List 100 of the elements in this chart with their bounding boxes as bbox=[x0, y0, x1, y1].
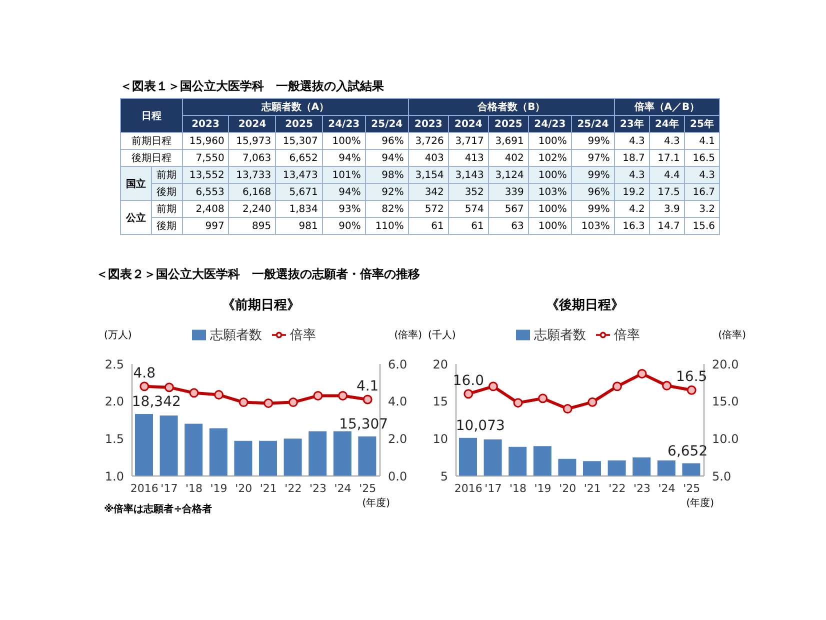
text: 94% bbox=[382, 152, 404, 164]
text: 18.7 bbox=[622, 152, 645, 164]
text: 4.3 bbox=[699, 170, 715, 180]
text: 92% bbox=[382, 186, 404, 198]
x-tick-label: '25 bbox=[359, 482, 376, 495]
text: 3,726 bbox=[415, 136, 444, 146]
category-label: 後期日程 bbox=[131, 153, 172, 164]
text: 国立 bbox=[120, 166, 152, 200]
text: 17.1 bbox=[658, 152, 680, 164]
text: 4.3 bbox=[629, 170, 645, 180]
text: 16.7 bbox=[692, 186, 715, 198]
x-tick-label: '17 bbox=[484, 482, 502, 495]
x-axis-title: (年度) bbox=[686, 496, 714, 510]
x-tick-label: '24 bbox=[334, 482, 352, 495]
text: 102% bbox=[538, 152, 567, 164]
y2-tick-label: 5.0 bbox=[712, 469, 732, 484]
x-tick-label: '18 bbox=[185, 482, 203, 495]
text: 110% bbox=[375, 220, 404, 232]
y2-tick-label: 10.0 bbox=[712, 432, 739, 446]
x-tick-label: '19 bbox=[210, 482, 228, 495]
data-label: 16.5 bbox=[676, 369, 708, 386]
point bbox=[338, 390, 348, 400]
text: 15.6 bbox=[692, 220, 715, 232]
x-tick-label: '24 bbox=[658, 482, 676, 495]
x-tick-label: '25 bbox=[683, 482, 700, 495]
x-tick-label: '17 bbox=[160, 482, 178, 495]
category-label: 前期日程 bbox=[131, 136, 172, 147]
x-tick-label: '23 bbox=[633, 482, 651, 495]
point bbox=[214, 390, 224, 400]
category-label: 25年 bbox=[684, 116, 720, 132]
point bbox=[189, 388, 199, 398]
point bbox=[264, 398, 274, 408]
y-tick-label: 1.0 bbox=[104, 469, 124, 484]
text: 90% bbox=[338, 220, 361, 232]
category-label: 24年 bbox=[649, 116, 684, 132]
text: 99% bbox=[588, 170, 610, 180]
text: 342 bbox=[424, 186, 444, 198]
text: 99% bbox=[588, 136, 610, 146]
category-label: 前期 bbox=[156, 170, 177, 181]
category-label: 2025 bbox=[488, 116, 528, 132]
point bbox=[686, 385, 696, 395]
text: 567 bbox=[504, 204, 524, 214]
point bbox=[662, 380, 672, 390]
text: ＜図表１＞国公立大医学科 一般選抜の入試結果 bbox=[120, 78, 385, 95]
text: 100% bbox=[538, 136, 567, 146]
y-tick-label: 2.0 bbox=[104, 394, 124, 409]
text: 82% bbox=[382, 204, 404, 214]
y2-axis-title: (倍率) bbox=[718, 328, 746, 342]
text: 3,154 bbox=[415, 170, 444, 180]
text: 14.7 bbox=[658, 220, 680, 232]
text: 96% bbox=[382, 136, 404, 146]
point bbox=[538, 394, 548, 404]
text: 4.2 bbox=[629, 204, 645, 214]
data-label: 4.8 bbox=[133, 365, 156, 382]
text: 合格者数（B） bbox=[408, 98, 614, 116]
x-axis-title: (年度) bbox=[362, 496, 390, 510]
text: 6,168 bbox=[242, 186, 272, 198]
text: 3,124 bbox=[495, 170, 524, 180]
point bbox=[313, 390, 323, 400]
text: 981 bbox=[298, 220, 318, 232]
text: 4.3 bbox=[629, 136, 645, 146]
text: 4.3 bbox=[664, 136, 680, 146]
text: 6,652 bbox=[289, 152, 318, 164]
x-tick-label: '21 bbox=[260, 482, 277, 495]
y2-axis-title: (倍率) bbox=[394, 328, 422, 342]
text: 63 bbox=[511, 220, 524, 232]
x-tick-label: 2016 bbox=[130, 482, 158, 495]
point bbox=[362, 394, 372, 404]
x-tick-label: '22 bbox=[608, 482, 626, 495]
text: 99% bbox=[588, 204, 610, 214]
text: 6,553 bbox=[196, 186, 224, 198]
text: 17.5 bbox=[658, 186, 680, 198]
point bbox=[513, 398, 523, 408]
chart-title: 《後期日程》 bbox=[546, 298, 624, 313]
y2-tick-label: 15.0 bbox=[712, 394, 739, 409]
chart-subtitle: ＜図表２＞国公立大医学科 一般選抜の志願者・倍率の推移 bbox=[96, 267, 420, 281]
category-label: 23年 bbox=[614, 116, 650, 132]
data-label: 16.0 bbox=[452, 372, 484, 389]
point bbox=[140, 382, 150, 392]
x-tick-label: '19 bbox=[534, 482, 552, 495]
point bbox=[464, 389, 474, 399]
y-axis-title: (万人) bbox=[104, 329, 132, 342]
category-label: 前期 bbox=[156, 204, 177, 215]
category-label: 2023 bbox=[408, 116, 448, 132]
y2-tick-label: 4.0 bbox=[388, 394, 408, 409]
text: 101% bbox=[332, 170, 361, 180]
category-label: 2024 bbox=[228, 116, 276, 132]
text: 3,717 bbox=[455, 136, 484, 146]
legend-label: 倍率 bbox=[614, 328, 640, 343]
text: 13,552 bbox=[189, 170, 224, 180]
text: 1,834 bbox=[289, 204, 318, 214]
annotation: 18,342 bbox=[132, 394, 181, 410]
text: 103% bbox=[538, 186, 567, 198]
text: 15,960 bbox=[189, 136, 224, 146]
category-label: 2023 bbox=[182, 116, 229, 132]
x-tick-label: '20 bbox=[235, 482, 252, 495]
text: 94% bbox=[338, 152, 361, 164]
y2-tick-label: 2.0 bbox=[388, 432, 408, 446]
text: 100% bbox=[332, 136, 361, 146]
text: 15,973 bbox=[236, 136, 272, 146]
